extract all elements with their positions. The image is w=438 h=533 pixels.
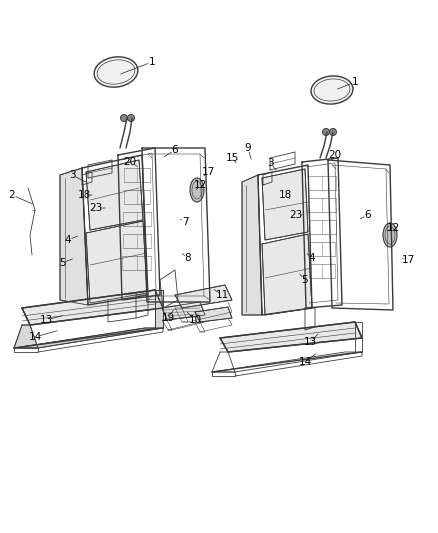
Polygon shape	[155, 290, 163, 328]
Ellipse shape	[190, 178, 204, 202]
Text: 5: 5	[302, 275, 308, 285]
Text: 13: 13	[304, 337, 317, 347]
Text: 7: 7	[182, 217, 188, 227]
Text: 10: 10	[188, 315, 201, 325]
Polygon shape	[60, 168, 88, 305]
Text: 9: 9	[245, 143, 251, 153]
Text: 17: 17	[201, 167, 215, 177]
Polygon shape	[86, 221, 147, 303]
Text: 12: 12	[386, 223, 399, 233]
Text: 17: 17	[401, 255, 415, 265]
Polygon shape	[262, 169, 308, 240]
Text: 2: 2	[9, 190, 15, 200]
Text: 6: 6	[172, 145, 178, 155]
Text: 20: 20	[124, 157, 137, 167]
Text: 14: 14	[28, 332, 42, 342]
Polygon shape	[262, 234, 312, 315]
Polygon shape	[86, 160, 143, 230]
Text: 4: 4	[309, 253, 315, 263]
Text: 6: 6	[365, 210, 371, 220]
Ellipse shape	[329, 128, 336, 135]
Text: 1: 1	[148, 57, 155, 67]
Text: 15: 15	[226, 153, 239, 163]
Ellipse shape	[94, 57, 138, 87]
Ellipse shape	[120, 115, 127, 122]
Text: 8: 8	[185, 253, 191, 263]
Text: 18: 18	[78, 190, 91, 200]
Polygon shape	[220, 322, 362, 352]
Text: 19: 19	[161, 313, 175, 323]
Text: 13: 13	[39, 315, 53, 325]
Text: 12: 12	[193, 180, 207, 190]
Text: 14: 14	[298, 357, 311, 367]
Polygon shape	[162, 302, 205, 320]
Text: 4: 4	[65, 235, 71, 245]
Polygon shape	[242, 175, 262, 315]
Text: 20: 20	[328, 150, 342, 160]
Ellipse shape	[322, 128, 329, 135]
Ellipse shape	[383, 223, 397, 247]
Text: 1: 1	[352, 77, 358, 87]
Ellipse shape	[311, 76, 353, 104]
Text: 3: 3	[69, 170, 75, 180]
Polygon shape	[175, 285, 232, 308]
Text: 23: 23	[290, 210, 303, 220]
Ellipse shape	[127, 115, 134, 122]
Polygon shape	[195, 307, 232, 322]
Text: 18: 18	[279, 190, 292, 200]
Text: 23: 23	[89, 203, 102, 213]
Polygon shape	[14, 328, 163, 348]
Polygon shape	[22, 290, 163, 325]
Text: 5: 5	[59, 258, 65, 268]
Text: 11: 11	[215, 290, 229, 300]
Polygon shape	[14, 325, 38, 348]
Text: 3: 3	[267, 158, 273, 168]
